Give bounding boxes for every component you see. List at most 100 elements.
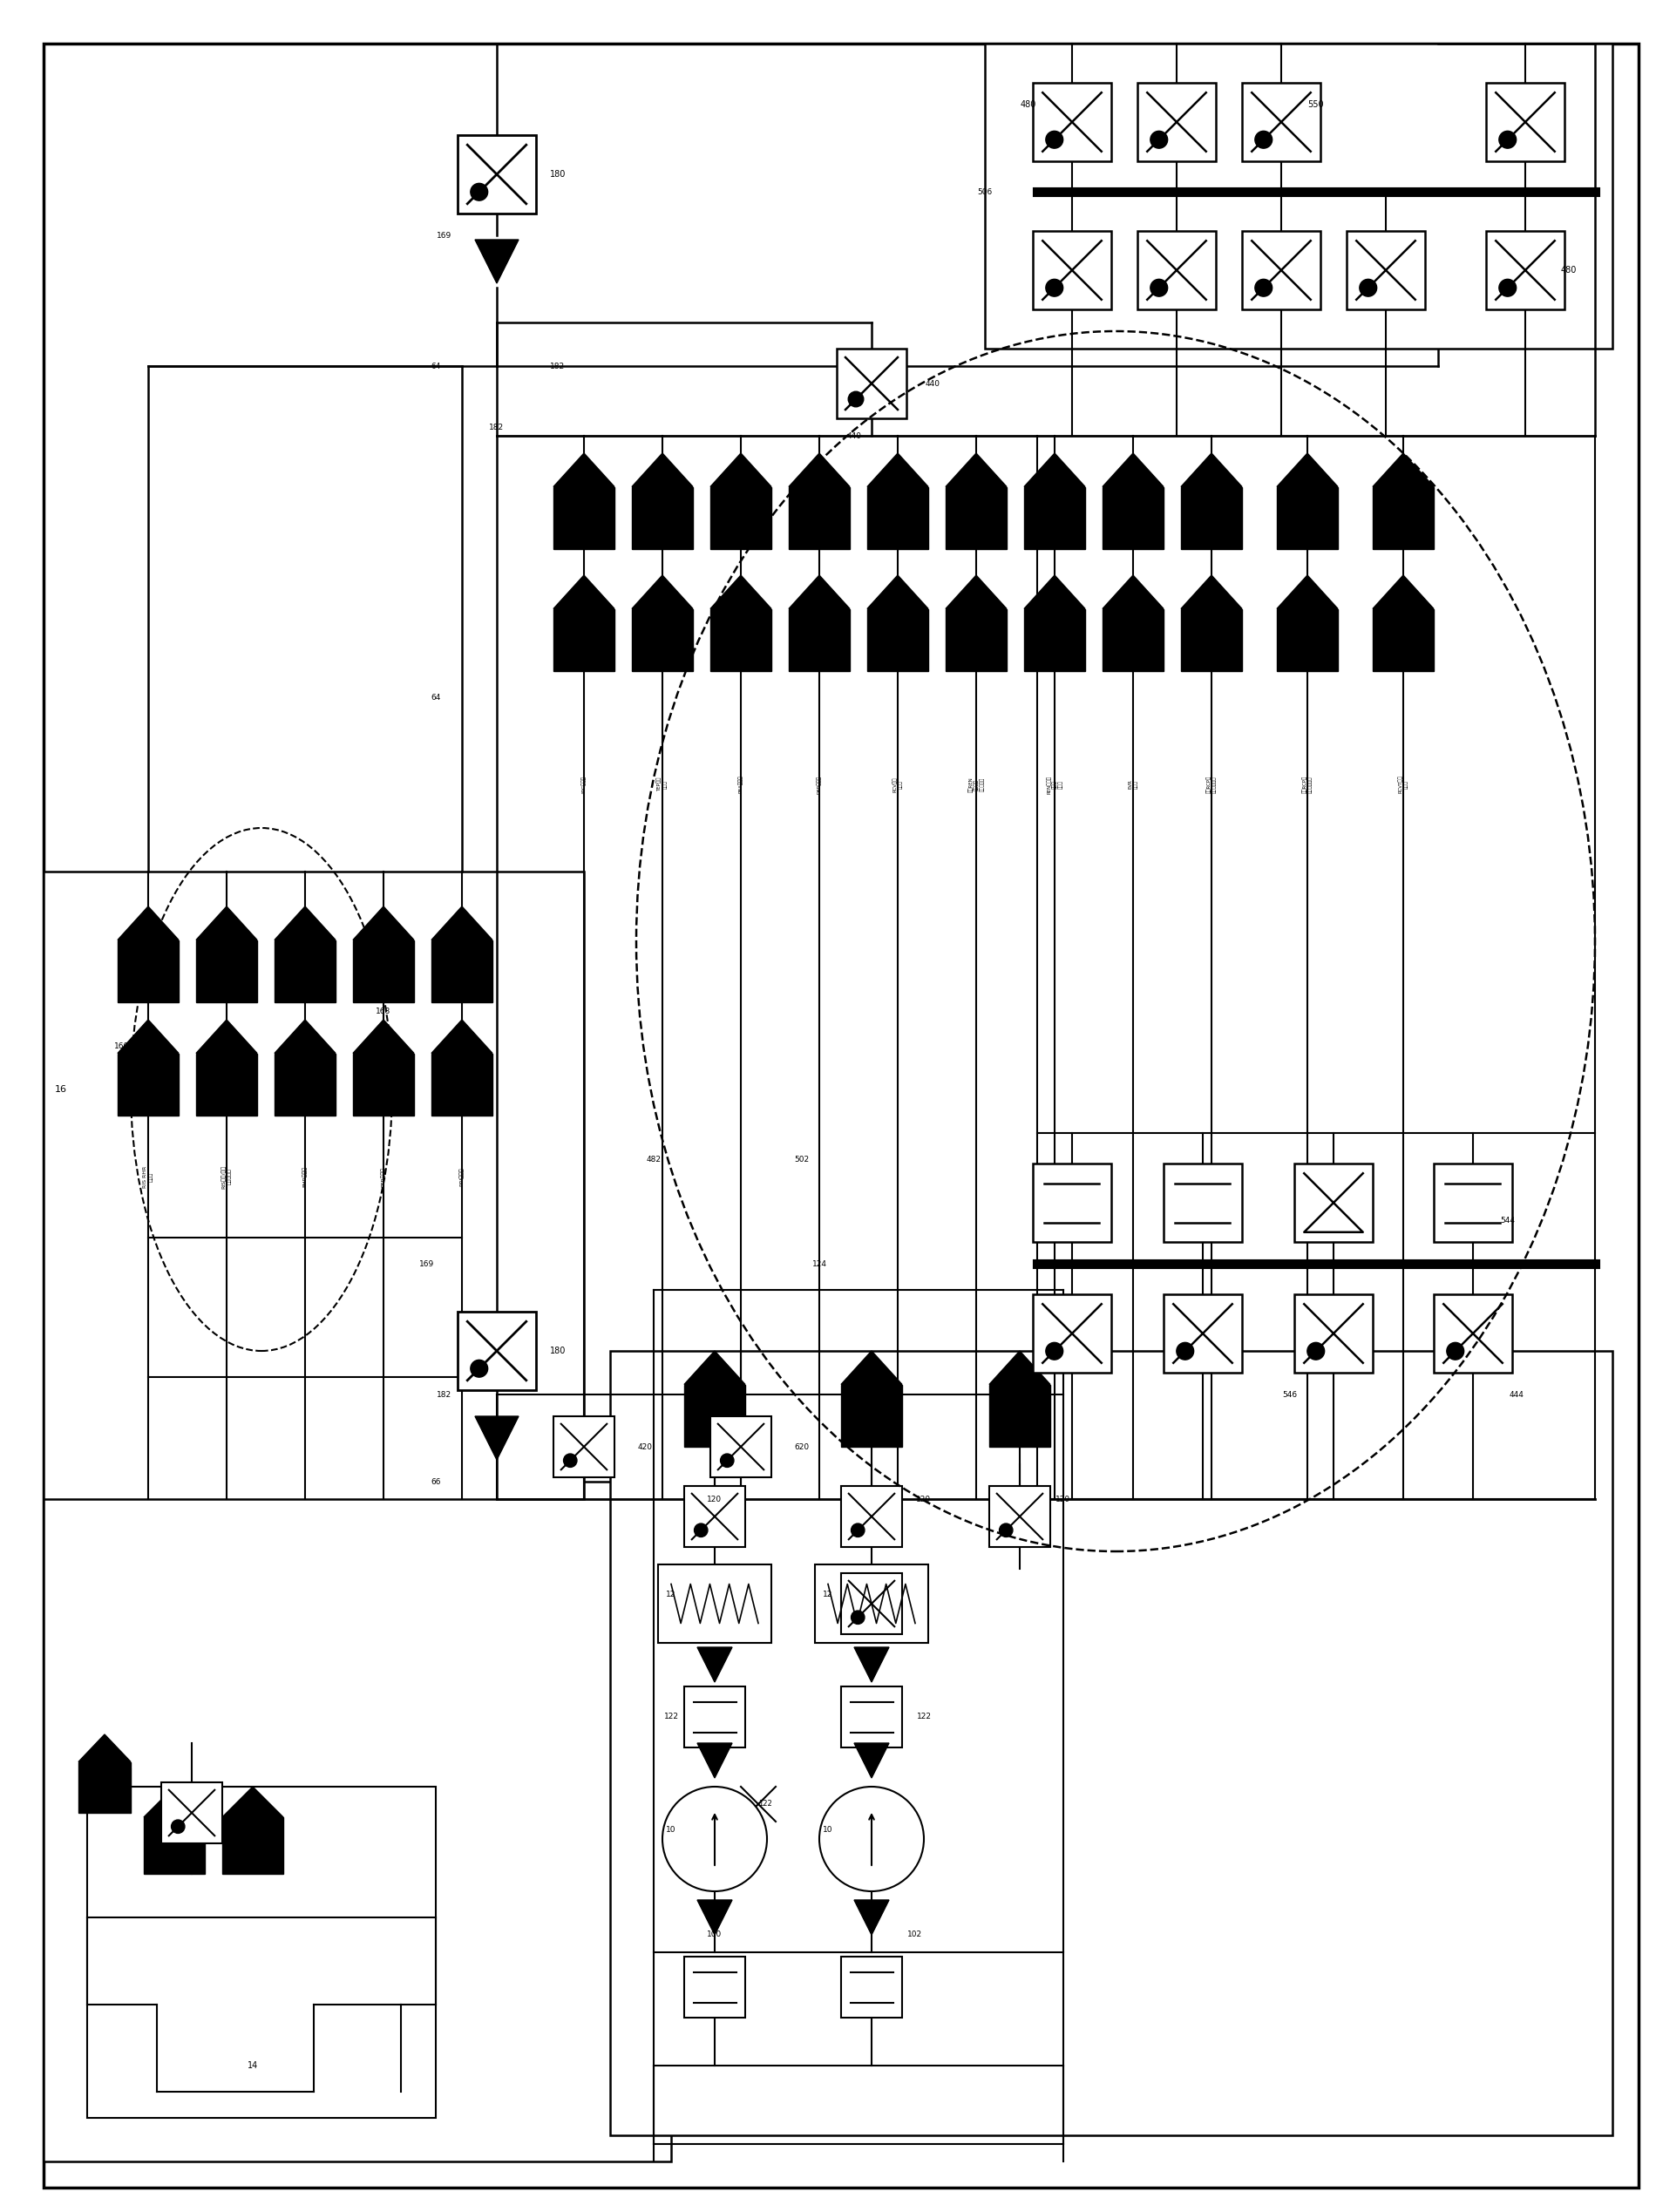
Bar	[989, 1486, 1050, 1546]
Text: 182: 182	[489, 422, 505, 431]
Polygon shape	[78, 1761, 131, 1814]
Polygon shape	[710, 608, 772, 670]
Text: 550: 550	[1308, 100, 1325, 108]
Polygon shape	[118, 1053, 179, 1115]
Polygon shape	[1373, 487, 1434, 549]
Circle shape	[1307, 1343, 1325, 1360]
Polygon shape	[1023, 608, 1085, 670]
Text: 502: 502	[795, 1155, 810, 1164]
Polygon shape	[1181, 453, 1242, 487]
Circle shape	[1151, 131, 1167, 148]
Polygon shape	[868, 487, 929, 549]
Polygon shape	[1103, 575, 1164, 608]
Polygon shape	[222, 1818, 283, 1874]
Text: 12: 12	[666, 1590, 676, 1599]
Bar	[1138, 82, 1216, 161]
Text: 14: 14	[247, 2062, 258, 2070]
Text: RRI泵电机: RRI泵电机	[459, 1168, 464, 1186]
Polygon shape	[946, 608, 1007, 670]
Text: 两台REN
一回路疏
解补冷却器: 两台REN 一回路疏 解补冷却器	[969, 776, 984, 792]
Bar	[1138, 230, 1216, 310]
Bar	[457, 135, 537, 215]
Polygon shape	[1103, 608, 1164, 670]
Text: 102: 102	[907, 1931, 922, 1938]
Circle shape	[851, 1524, 864, 1537]
Text: 440: 440	[926, 380, 941, 387]
Polygon shape	[353, 940, 414, 1002]
Text: 500: 500	[969, 493, 984, 500]
Circle shape	[1045, 1343, 1063, 1360]
Text: 522: 522	[1126, 493, 1141, 500]
Text: PTR换热器: PTR换热器	[381, 1166, 386, 1186]
Bar	[161, 1783, 222, 1843]
Bar	[710, 1416, 772, 1478]
Text: 64: 64	[431, 692, 440, 701]
Polygon shape	[946, 453, 1007, 487]
Circle shape	[171, 1820, 185, 1834]
Circle shape	[848, 392, 863, 407]
Text: 480: 480	[1562, 265, 1577, 274]
Text: EVR
冷却器: EVR 冷却器	[1128, 779, 1138, 790]
Polygon shape	[432, 1053, 492, 1115]
Bar	[684, 1958, 745, 2017]
Circle shape	[1045, 279, 1063, 296]
Polygon shape	[989, 1352, 1050, 1385]
Text: 166: 166	[306, 1042, 321, 1051]
Circle shape	[470, 184, 489, 201]
Bar	[1242, 230, 1320, 310]
Bar	[457, 1312, 537, 1389]
Polygon shape	[854, 1648, 889, 1681]
Polygon shape	[1103, 453, 1164, 487]
Polygon shape	[633, 575, 692, 608]
Text: 两台RCP主
泵电机及热屏: 两台RCP主 泵电机及热屏	[1302, 776, 1313, 794]
Bar	[1164, 1294, 1242, 1374]
Polygon shape	[432, 907, 492, 940]
Text: 12: 12	[823, 1590, 833, 1599]
Bar	[836, 349, 906, 418]
Polygon shape	[353, 1053, 414, 1115]
Polygon shape	[353, 1020, 414, 1053]
Text: RIS高压/低压
安注泵电机: RIS高压/低压 安注泵电机	[222, 1166, 232, 1188]
Text: 420: 420	[734, 493, 749, 500]
Text: 520: 520	[1048, 493, 1061, 500]
Polygon shape	[195, 1053, 257, 1115]
Polygon shape	[697, 1743, 732, 1778]
Bar	[815, 1564, 929, 1644]
Bar	[841, 1486, 903, 1546]
Polygon shape	[946, 575, 1007, 608]
Text: 168: 168	[376, 1006, 391, 1015]
Polygon shape	[195, 1020, 257, 1053]
Text: 182: 182	[550, 363, 565, 369]
Text: 180: 180	[550, 1347, 566, 1356]
Circle shape	[1255, 279, 1272, 296]
Polygon shape	[1277, 608, 1338, 670]
Polygon shape	[195, 940, 257, 1002]
Text: 444: 444	[1509, 1391, 1524, 1398]
Bar	[1485, 82, 1565, 161]
Circle shape	[851, 1610, 864, 1624]
Text: 122: 122	[664, 1712, 679, 1721]
Text: 18: 18	[1406, 1259, 1418, 1267]
Bar	[553, 1416, 614, 1478]
Text: 一台RCP主
泵电机及热屏: 一台RCP主 泵电机及热屏	[1206, 776, 1217, 794]
Polygon shape	[353, 907, 414, 940]
Polygon shape	[854, 1900, 889, 1936]
Text: 506: 506	[977, 188, 992, 195]
Polygon shape	[1277, 487, 1338, 549]
Circle shape	[1499, 279, 1517, 296]
Text: 460: 460	[1300, 493, 1315, 500]
Circle shape	[1176, 1343, 1194, 1360]
Bar	[841, 1573, 903, 1635]
Bar	[43, 872, 585, 1500]
Text: REN二回路
疏解补
冷却器: REN二回路 疏解补 冷却器	[1047, 774, 1063, 794]
Polygon shape	[144, 1787, 205, 1818]
Text: 10: 10	[823, 1827, 833, 1834]
Polygon shape	[710, 487, 772, 549]
Text: 169: 169	[419, 1261, 434, 1267]
Circle shape	[720, 1453, 734, 1467]
Circle shape	[1255, 131, 1272, 148]
Polygon shape	[633, 608, 692, 670]
Polygon shape	[854, 1743, 889, 1778]
Polygon shape	[841, 1385, 903, 1447]
Text: 420: 420	[638, 1442, 652, 1451]
